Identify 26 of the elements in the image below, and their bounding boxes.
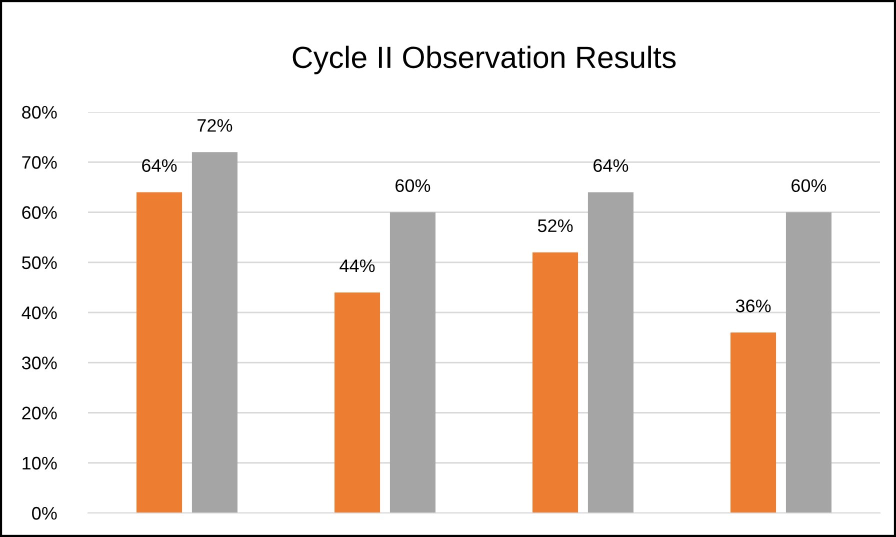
data-label: 60% <box>792 179 826 192</box>
y-tick-label: 20% <box>22 406 57 420</box>
y-tick-label: 80% <box>22 106 57 119</box>
y-tick-label: 30% <box>22 356 57 370</box>
bar <box>588 192 634 513</box>
data-label: 60% <box>396 179 430 192</box>
data-label: 52% <box>538 219 573 232</box>
y-tick-label: 40% <box>22 306 57 320</box>
y-tick-label: 70% <box>22 156 57 169</box>
y-tick-label: 0% <box>32 506 57 520</box>
data-label: 64% <box>142 159 177 172</box>
bar <box>532 252 578 513</box>
y-tick-label: 10% <box>22 456 57 470</box>
bar <box>786 212 832 513</box>
chart-title: Cycle II Observation Results <box>292 46 676 74</box>
bar <box>192 152 238 513</box>
data-label: 36% <box>736 300 771 312</box>
bar <box>730 332 776 513</box>
bar <box>390 212 436 513</box>
y-tick-label: 50% <box>22 256 57 270</box>
data-label: 72% <box>198 119 232 132</box>
data-label: 44% <box>340 260 375 272</box>
bar <box>136 192 182 513</box>
bar <box>334 292 380 513</box>
data-label: 64% <box>594 159 628 172</box>
y-tick-label: 60% <box>22 206 57 219</box>
